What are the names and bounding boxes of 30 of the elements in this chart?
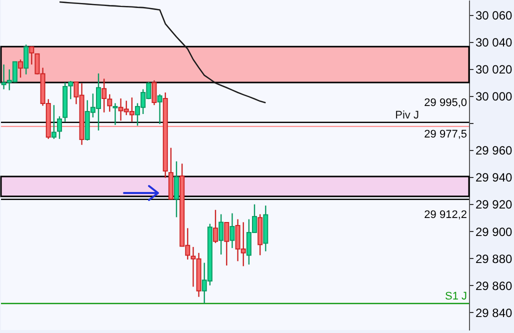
candlestick [230,212,235,249]
y-tick-label: 30 060 [476,8,513,22]
y-tick-label: 29 940 [476,170,513,185]
candlestick [174,160,179,218]
ref-line-label: S1 J [444,290,467,302]
y-tick-label: 29 960 [476,144,513,158]
candlestick [24,44,29,75]
candlestick [18,58,23,78]
y-tick-label: 29 920 [476,198,513,212]
candlestick [112,102,118,126]
y-tick-label: 29 860 [476,278,513,293]
y-tick-label: 30 020 [476,62,513,76]
y-tick-label: 30 040 [476,35,513,50]
ref-line-label: Piv J [395,109,419,122]
candlestick [152,80,157,106]
y-tick-label: 29 840 [476,306,513,320]
y-tick-label: 30 000 [476,90,513,104]
candlestick [213,209,218,244]
ref-line-label: 29 977,5 [424,128,467,140]
candlestick [218,214,224,256]
annotation: 29 912,2 [424,208,467,221]
candlestick [224,222,230,266]
y-tick-label: 29 900 [476,224,513,239]
candlestick [57,116,62,140]
candlestick [51,104,56,140]
annotation: 29 995,0 [424,96,467,109]
candlestick [157,94,162,125]
line-series [58,1,266,104]
candlestick [29,46,34,66]
y-tick-label: 29 880 [476,252,513,266]
